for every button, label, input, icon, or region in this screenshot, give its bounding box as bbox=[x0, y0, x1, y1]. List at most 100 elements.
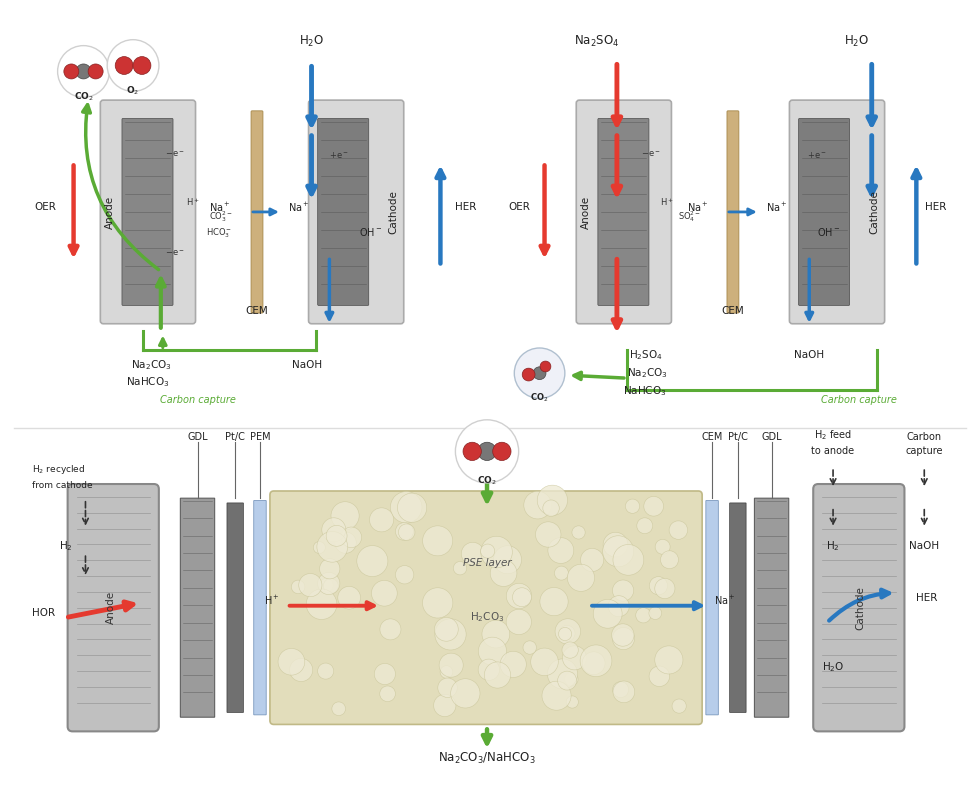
FancyBboxPatch shape bbox=[254, 501, 267, 714]
Text: GDL: GDL bbox=[187, 432, 208, 443]
Circle shape bbox=[593, 600, 622, 628]
Circle shape bbox=[500, 652, 526, 678]
FancyBboxPatch shape bbox=[318, 119, 368, 306]
Circle shape bbox=[555, 566, 568, 580]
Circle shape bbox=[540, 587, 568, 615]
Text: from cathode: from cathode bbox=[32, 480, 92, 490]
Circle shape bbox=[567, 564, 595, 591]
Circle shape bbox=[332, 702, 346, 715]
Text: Carbon capture: Carbon capture bbox=[160, 395, 235, 405]
Text: PSE layer: PSE layer bbox=[463, 558, 512, 568]
FancyArrowPatch shape bbox=[253, 209, 276, 215]
Circle shape bbox=[655, 578, 675, 599]
FancyBboxPatch shape bbox=[598, 119, 649, 306]
FancyArrowPatch shape bbox=[70, 165, 77, 254]
FancyArrowPatch shape bbox=[829, 590, 889, 621]
Text: CO$_2$: CO$_2$ bbox=[74, 90, 93, 103]
Circle shape bbox=[566, 696, 578, 708]
Circle shape bbox=[559, 626, 575, 641]
Circle shape bbox=[535, 522, 561, 547]
Text: CEM: CEM bbox=[246, 306, 269, 316]
Text: H$_2$O: H$_2$O bbox=[845, 35, 869, 50]
FancyArrowPatch shape bbox=[613, 64, 620, 124]
Text: Carbon capture: Carbon capture bbox=[821, 395, 897, 405]
Circle shape bbox=[650, 577, 667, 595]
FancyArrowPatch shape bbox=[157, 279, 165, 328]
Text: H$^+$: H$^+$ bbox=[265, 594, 280, 608]
Circle shape bbox=[522, 368, 535, 381]
Text: Pt/C: Pt/C bbox=[225, 432, 245, 443]
Circle shape bbox=[76, 64, 91, 79]
Circle shape bbox=[307, 589, 337, 619]
Circle shape bbox=[603, 536, 634, 567]
Circle shape bbox=[299, 574, 322, 597]
FancyBboxPatch shape bbox=[730, 503, 746, 712]
Circle shape bbox=[399, 524, 415, 541]
FancyBboxPatch shape bbox=[576, 100, 671, 324]
Text: Cathode: Cathode bbox=[389, 190, 399, 234]
Text: NaOH: NaOH bbox=[794, 351, 824, 361]
FancyArrowPatch shape bbox=[160, 339, 167, 347]
Circle shape bbox=[513, 588, 531, 607]
FancyArrowPatch shape bbox=[541, 165, 549, 254]
Circle shape bbox=[655, 646, 683, 674]
Text: H$_2$O: H$_2$O bbox=[822, 660, 845, 674]
Circle shape bbox=[463, 443, 481, 461]
Text: Na$_2$SO$_4$: Na$_2$SO$_4$ bbox=[574, 35, 619, 50]
Circle shape bbox=[656, 539, 670, 554]
Circle shape bbox=[555, 619, 580, 645]
Text: $-$e$^-$: $-$e$^-$ bbox=[165, 248, 184, 259]
Circle shape bbox=[537, 485, 567, 516]
Circle shape bbox=[562, 642, 578, 658]
FancyArrowPatch shape bbox=[806, 259, 812, 319]
Text: HER: HER bbox=[455, 202, 476, 212]
Text: $+$e$^-$: $+$e$^-$ bbox=[808, 149, 827, 160]
FancyArrowPatch shape bbox=[308, 66, 316, 124]
Circle shape bbox=[433, 694, 456, 717]
Circle shape bbox=[64, 64, 78, 79]
Text: $+$e$^-$: $+$e$^-$ bbox=[329, 149, 349, 160]
Text: CEM: CEM bbox=[702, 432, 723, 443]
Circle shape bbox=[514, 348, 564, 399]
Circle shape bbox=[107, 39, 159, 91]
Circle shape bbox=[609, 596, 629, 617]
FancyBboxPatch shape bbox=[180, 498, 215, 718]
Text: Carbon: Carbon bbox=[906, 432, 942, 443]
Circle shape bbox=[278, 648, 305, 675]
Text: HER: HER bbox=[925, 202, 947, 212]
Circle shape bbox=[398, 493, 426, 523]
Text: Na$^+$: Na$^+$ bbox=[209, 200, 230, 214]
Circle shape bbox=[434, 618, 459, 641]
FancyBboxPatch shape bbox=[755, 498, 789, 718]
Circle shape bbox=[326, 525, 347, 546]
Circle shape bbox=[612, 681, 628, 698]
Text: CO$_3^{2-}$: CO$_3^{2-}$ bbox=[210, 209, 233, 224]
FancyBboxPatch shape bbox=[100, 100, 196, 324]
Circle shape bbox=[548, 659, 577, 689]
Circle shape bbox=[637, 518, 653, 534]
FancyBboxPatch shape bbox=[790, 100, 885, 324]
Circle shape bbox=[335, 532, 357, 553]
Circle shape bbox=[88, 64, 103, 79]
FancyBboxPatch shape bbox=[227, 503, 243, 712]
Text: Na$_2$CO$_3$: Na$_2$CO$_3$ bbox=[627, 366, 667, 380]
Circle shape bbox=[612, 681, 635, 703]
Text: CO$_2$: CO$_2$ bbox=[477, 474, 497, 487]
Circle shape bbox=[478, 659, 500, 681]
Text: O$_2$: O$_2$ bbox=[126, 84, 139, 97]
Circle shape bbox=[612, 627, 634, 649]
FancyBboxPatch shape bbox=[706, 501, 718, 714]
Circle shape bbox=[435, 619, 466, 650]
FancyBboxPatch shape bbox=[727, 111, 739, 313]
Text: Na$^+$: Na$^+$ bbox=[687, 200, 709, 214]
FancyArrowPatch shape bbox=[483, 482, 491, 501]
Circle shape bbox=[494, 545, 521, 574]
Text: HCO$_3^-$: HCO$_3^-$ bbox=[207, 227, 232, 241]
Circle shape bbox=[440, 666, 453, 678]
Circle shape bbox=[454, 561, 466, 575]
FancyBboxPatch shape bbox=[799, 119, 850, 306]
Circle shape bbox=[58, 46, 110, 97]
Circle shape bbox=[422, 588, 453, 618]
FancyArrowPatch shape bbox=[912, 171, 920, 263]
Circle shape bbox=[321, 518, 346, 542]
